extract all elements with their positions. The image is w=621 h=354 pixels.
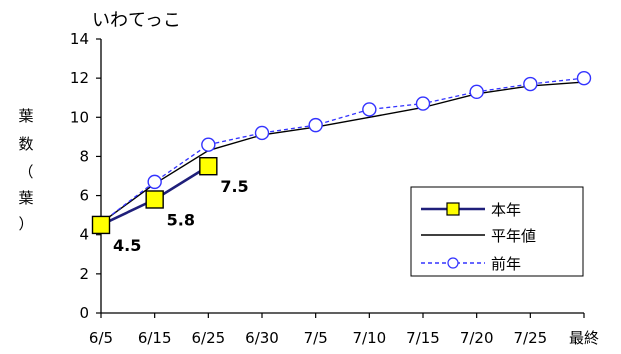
data-point xyxy=(199,157,218,176)
data-point xyxy=(469,84,484,100)
series-line xyxy=(100,77,585,224)
y-tick-label: 8 xyxy=(79,147,89,165)
y-axis-label-char: ） xyxy=(18,215,33,233)
y-tick-label: 12 xyxy=(70,69,89,87)
data-label: 4.5 xyxy=(113,236,141,255)
data-label: 5.8 xyxy=(167,210,195,229)
y-tick-label: 4 xyxy=(79,226,89,244)
y-tick-label: 2 xyxy=(79,265,89,283)
series-layer: 4.5 5.8 7.5 xyxy=(91,70,592,255)
data-point xyxy=(415,96,431,111)
legend-label: 本年 xyxy=(491,201,521,219)
series-1: 4.5 5.8 7.5 xyxy=(91,157,249,255)
series-2 xyxy=(100,81,585,224)
legend-box xyxy=(410,186,584,277)
x-tick-label: 6/15 xyxy=(138,329,172,347)
y-axis-label-char: 数 xyxy=(18,135,33,153)
data-point xyxy=(145,190,164,209)
legend-item: 前年 xyxy=(421,255,521,273)
data-point xyxy=(576,70,592,86)
x-tick-label: 6/5 xyxy=(89,329,113,347)
series-line xyxy=(100,81,585,224)
x-tick-label: 7/10 xyxy=(352,329,386,347)
x-tick-label: 7/5 xyxy=(304,329,328,347)
y-tick-label: 10 xyxy=(70,108,89,126)
y-axis-label-char: 葉 xyxy=(18,107,33,125)
data-point xyxy=(362,102,377,117)
legend-item: 平年値 xyxy=(421,227,536,245)
x-tick-label: 7/25 xyxy=(513,329,547,347)
x-tick-label: 最終 xyxy=(569,329,599,347)
legend-label: 平年値 xyxy=(491,227,536,245)
x-tick-label: 6/25 xyxy=(191,329,225,347)
data-label: 7.5 xyxy=(220,177,248,196)
legend-label: 前年 xyxy=(491,255,521,273)
data-point xyxy=(308,117,323,133)
chart-title: いわてっこ xyxy=(92,10,181,31)
data-point xyxy=(91,215,111,235)
x-tick-label: 6/30 xyxy=(245,329,279,347)
y-tick-label: 6 xyxy=(79,187,89,205)
x-tick-label: 7/20 xyxy=(460,329,494,347)
axes: 0 2 4 6 8 10 12 14 6/5 6/15 6/25 6/30 7/5 7/10 7/15 7/2… xyxy=(70,30,599,347)
y-axis-label: 葉数（葉） xyxy=(18,107,33,233)
x-tick-label: 7/15 xyxy=(406,329,440,347)
legend-swatch-marker xyxy=(447,257,459,269)
y-tick-label: 0 xyxy=(79,304,89,322)
data-point xyxy=(523,76,538,92)
y-axis-label-char: 葉 xyxy=(18,189,33,207)
y-axis-label-char: （ xyxy=(18,163,33,181)
data-point xyxy=(201,137,216,152)
data-point xyxy=(147,174,162,190)
legend-item: 本年 xyxy=(421,201,521,219)
y-tick-label: 14 xyxy=(70,30,89,48)
legend-swatch-marker xyxy=(446,202,460,216)
data-point xyxy=(254,125,270,141)
